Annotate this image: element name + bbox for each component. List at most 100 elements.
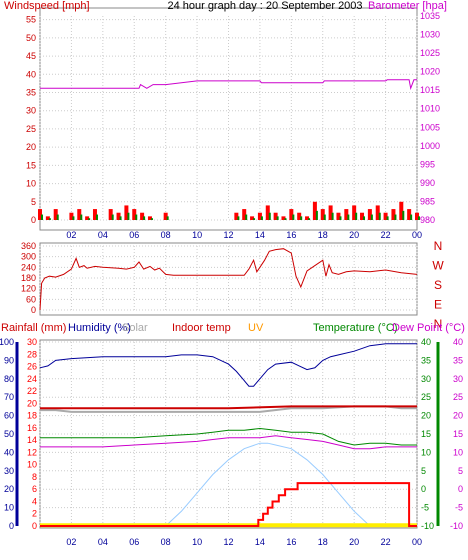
windspeed-avg-bar — [111, 214, 114, 220]
humidity-tick-label: 100 — [0, 337, 14, 347]
temperature-tick-label: -5 — [421, 503, 429, 513]
rainfall-tick-label: 2 — [32, 509, 37, 519]
windspeed-avg-bar — [88, 218, 91, 220]
rainfall-tick-label: 6 — [32, 484, 37, 494]
windspeed-avg-bar — [378, 212, 381, 220]
windspeed-avg-bar — [80, 214, 83, 220]
windspeed-bar — [234, 212, 239, 220]
time-tick-label: 22 — [381, 537, 391, 547]
windspeed-avg-bar — [370, 214, 373, 220]
barometer-tick-label: 1020 — [420, 67, 440, 77]
windspeed-avg-bar — [143, 216, 146, 220]
dewpoint-tick-label: 20 — [453, 411, 463, 421]
time-tick-label: 00 — [412, 537, 422, 547]
direction-tick-label: 0 — [31, 305, 36, 315]
windspeed-bar — [407, 209, 412, 220]
time-tick-label: 02 — [66, 230, 76, 240]
windspeed-avg-bar — [41, 214, 43, 220]
time-tick-label: 06 — [129, 230, 139, 240]
windspeed-avg-bar — [347, 214, 350, 220]
compass-label: N — [434, 317, 443, 331]
windspeed-avg-bar — [284, 218, 287, 220]
windspeed-tick-label: 0 — [31, 215, 36, 225]
windspeed-bar — [391, 209, 396, 220]
windspeed-bar — [108, 209, 113, 220]
windspeed-bar — [116, 212, 121, 220]
windspeed-avg-bar — [268, 212, 271, 220]
windspeed-tick-label: 20 — [26, 142, 36, 152]
dewpoint-tick-label: 35 — [453, 355, 463, 365]
windspeed-bar — [305, 216, 310, 220]
windspeed-avg-bar — [245, 214, 248, 220]
rainfall-tick-label: 10 — [27, 460, 37, 470]
rainfall-tick-label: 4 — [32, 496, 37, 506]
rainfall-tick-label: 20 — [27, 398, 37, 408]
windspeed-bar — [312, 201, 317, 220]
dewpoint-tick-label: 40 — [453, 337, 463, 347]
temperature-tick-label: 35 — [421, 355, 431, 365]
time-tick-label: 14 — [255, 537, 265, 547]
windspeed-bar — [265, 205, 270, 220]
time-tick-label: 00 — [412, 230, 422, 240]
windspeed-avg-bar — [323, 214, 326, 220]
rainfall-tick-label: 30 — [27, 337, 37, 347]
humidity-tick-label: 10 — [4, 503, 14, 513]
windspeed-avg-bar — [394, 214, 397, 220]
time-tick-label: 20 — [349, 230, 359, 240]
indoor-temp-line — [40, 405, 417, 410]
barometer-tick-label: 1035 — [420, 11, 440, 21]
time-tick-label: 06 — [129, 537, 139, 547]
windspeed-avg-bar — [166, 216, 169, 220]
time-tick-label: 04 — [98, 537, 108, 547]
windspeed-avg-bar — [331, 212, 334, 220]
dewpoint-tick-label: 30 — [453, 374, 463, 384]
direction-tick-label: 60 — [26, 294, 36, 304]
windspeed-bar — [92, 209, 97, 220]
windspeed-axis-label: Windspeed [mph] — [4, 0, 90, 12]
windspeed-avg-bar — [127, 212, 130, 220]
humidity-tick-label: 70 — [4, 392, 14, 402]
legend-temperature: Temperature (°C) — [313, 322, 397, 334]
barometer-tick-label: 980 — [420, 215, 435, 225]
windspeed-avg-bar — [48, 218, 51, 220]
temperature-tick-label: 20 — [421, 411, 431, 421]
windspeed-bar — [281, 216, 286, 220]
windspeed-avg-bar — [119, 216, 122, 220]
legend-indoor-temp: Indoor temp — [172, 322, 231, 334]
windspeed-bar — [320, 209, 325, 220]
time-tick-label: 12 — [223, 537, 233, 547]
windspeed-bar — [250, 216, 255, 220]
windspeed-avg-bar — [237, 216, 240, 220]
windspeed-bar — [375, 205, 380, 220]
windspeed-bar — [242, 209, 247, 220]
compass-label: W — [432, 259, 444, 273]
time-tick-label: 16 — [286, 230, 296, 240]
windspeed-bar — [147, 216, 152, 220]
time-tick-label: 10 — [192, 230, 202, 240]
temperature-tick-label: 0 — [421, 484, 426, 494]
windspeed-avg-bar — [308, 218, 311, 220]
dewpoint-tick-label: 10 — [453, 447, 463, 457]
windspeed-bar — [257, 212, 262, 220]
rainfall-tick-label: 0 — [32, 521, 37, 531]
windspeed-avg-bar — [363, 216, 366, 220]
direction-tick-label: 120 — [21, 284, 36, 294]
time-tick-label: 22 — [381, 230, 391, 240]
time-tick-label: 08 — [161, 230, 171, 240]
windspeed-bar — [383, 212, 388, 220]
temperature-tick-label: 15 — [421, 429, 431, 439]
barometer-axis-label: Barometer [hpa] — [368, 0, 447, 12]
windspeed-tick-label: 5 — [31, 197, 36, 207]
rainfall-tick-label: 24 — [27, 374, 37, 384]
barometer-tick-label: 1030 — [420, 30, 440, 40]
barometer-line — [40, 79, 417, 91]
rainfall-tick-label: 12 — [27, 447, 37, 457]
windspeed-avg-bar — [95, 214, 98, 220]
solar-radiation-line — [40, 442, 417, 527]
rainfall-tick-label: 14 — [27, 435, 37, 445]
temperature-tick-label: 10 — [421, 447, 431, 457]
dewpoint-line — [40, 435, 417, 450]
windspeed-bar — [367, 209, 372, 220]
windspeed-avg-bar — [386, 216, 389, 220]
windspeed-avg-bar — [300, 216, 303, 220]
